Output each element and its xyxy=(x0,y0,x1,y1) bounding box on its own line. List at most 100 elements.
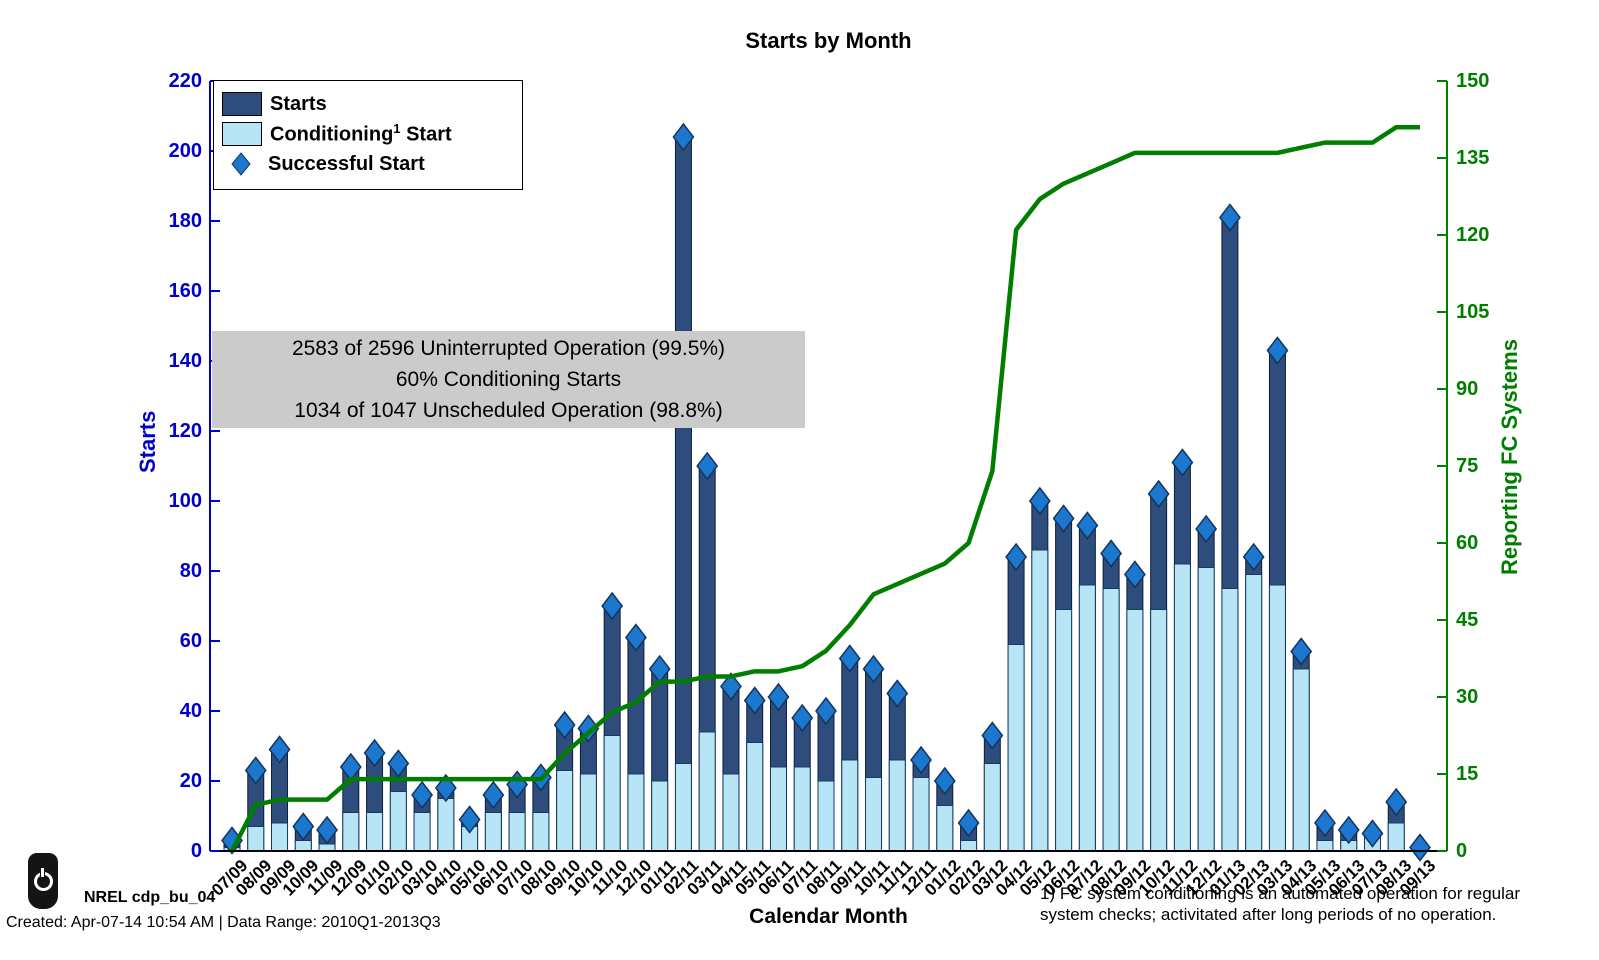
y-left-tick-label: 0 xyxy=(191,840,202,862)
successful-start-diamond xyxy=(1123,560,1146,589)
successful-start-diamond xyxy=(1147,479,1170,509)
successful-start-diamond xyxy=(1361,819,1384,848)
y-left-tick-label: 180 xyxy=(169,210,202,232)
y-right-tick-label: 90 xyxy=(1456,378,1478,400)
bar-conditioning xyxy=(769,766,787,852)
bar-conditioning xyxy=(1055,609,1073,852)
successful-start-diamond xyxy=(910,745,932,775)
bar-conditioning xyxy=(722,773,740,852)
y-left-tick-label: 60 xyxy=(180,630,202,652)
successful-start-diamond xyxy=(1005,542,1028,572)
bar-conditioning xyxy=(1316,840,1334,852)
successful-start-diamond xyxy=(957,808,980,838)
bar-conditioning xyxy=(1221,588,1239,852)
bar-conditioning xyxy=(1007,644,1025,852)
annotation-box: 2583 of 2596 Uninterrupted Operation (99… xyxy=(212,331,805,428)
bar-starts xyxy=(674,136,692,852)
y-left-tick-label: 80 xyxy=(180,560,202,582)
y-left-tick-label: 100 xyxy=(169,490,202,512)
annotation-line-1: 2583 of 2596 Uninterrupted Operation (99… xyxy=(291,337,726,360)
y-right-tick-label: 30 xyxy=(1456,686,1478,708)
bar-conditioning xyxy=(247,826,265,852)
legend-item-starts: Starts xyxy=(222,91,514,117)
successful-diamond-icon xyxy=(222,152,260,176)
legend: Starts Conditioning1 Start Successful St… xyxy=(213,80,523,190)
y-left-tick-label: 20 xyxy=(180,770,202,792)
successful-start-diamond xyxy=(316,815,338,845)
bar-conditioning xyxy=(960,840,978,852)
bar-conditioning xyxy=(865,777,883,852)
bar-conditioning xyxy=(366,812,384,852)
successful-start-diamond xyxy=(244,756,267,785)
y-right-tick-label: 45 xyxy=(1456,609,1478,631)
y-right-tick-label: 15 xyxy=(1456,763,1478,785)
y-left-tick-label: 120 xyxy=(169,420,202,442)
nrel-power-logo-icon xyxy=(28,853,58,909)
successful-start-diamond xyxy=(862,654,885,684)
bar-conditioning xyxy=(413,812,431,852)
successful-start-diamond xyxy=(1337,815,1360,845)
starts-swatch-icon xyxy=(222,92,262,116)
successful-start-diamond xyxy=(696,451,719,481)
y-right-tick-label: 105 xyxy=(1456,301,1489,323)
annotation-line-2: 60% Conditioning Starts xyxy=(395,368,622,391)
bar-conditioning xyxy=(1031,549,1049,852)
successful-start-diamond xyxy=(838,644,861,673)
bar-conditioning xyxy=(437,798,455,852)
successful-start-diamond xyxy=(791,703,814,733)
successful-start-diamond xyxy=(672,122,695,152)
y-left-tick-label: 220 xyxy=(169,70,202,92)
bar-conditioning xyxy=(556,770,574,852)
successful-start-diamond xyxy=(1100,539,1123,568)
successful-start-diamond xyxy=(1385,787,1408,817)
successful-start-diamond xyxy=(1290,637,1313,666)
footer-brand: NREL cdp_bu_04 xyxy=(84,889,216,906)
legend-label-conditioning: Conditioning1 Start xyxy=(270,121,452,146)
successful-start-diamond xyxy=(815,696,837,726)
bar-conditioning xyxy=(746,742,764,852)
successful-start-diamond xyxy=(1314,808,1336,838)
bar-conditioning xyxy=(888,759,906,852)
y-right-tick-label: 120 xyxy=(1456,224,1489,246)
successful-start-diamond xyxy=(553,710,576,740)
successful-start-diamond xyxy=(363,738,386,768)
y-axis-right-title: Reporting FC Systems xyxy=(1497,339,1522,575)
y-left-tick-label: 140 xyxy=(169,350,202,372)
y-right-tick-label: 0 xyxy=(1456,840,1467,862)
bar-conditioning xyxy=(627,773,645,852)
bar-conditioning xyxy=(1197,567,1215,852)
bar-conditioning xyxy=(1173,563,1191,852)
successful-start-diamond xyxy=(1171,448,1194,477)
legend-item-conditioning: Conditioning1 Start xyxy=(222,121,514,147)
successful-start-diamond xyxy=(411,780,434,810)
x-axis-title: Calendar Month xyxy=(749,905,908,928)
bar-conditioning xyxy=(318,843,336,852)
successful-start-diamond xyxy=(292,812,315,841)
successful-start-diamond xyxy=(720,672,742,701)
successful-start-diamond xyxy=(601,591,624,621)
bar-conditioning xyxy=(1268,584,1286,852)
footer-created-text: Created: Apr-07-14 10:54 AM | Data Range… xyxy=(6,914,441,931)
successful-start-diamond xyxy=(387,749,410,778)
successful-start-diamond xyxy=(1028,486,1051,516)
legend-item-successful: Successful Start xyxy=(222,151,514,177)
successful-start-diamond xyxy=(1195,514,1218,544)
y-right-tick-label: 150 xyxy=(1456,70,1489,92)
bar-conditioning xyxy=(342,812,360,852)
bar-conditioning xyxy=(579,773,597,852)
annotation-line-3: 1034 of 1047 Unscheduled Operation (98.8… xyxy=(294,399,723,422)
bar-conditioning xyxy=(1245,574,1263,852)
bar-conditioning xyxy=(1102,588,1120,852)
bar-conditioning xyxy=(484,812,502,852)
y-axis-left-title: Starts xyxy=(135,410,160,473)
bar-conditioning xyxy=(651,780,669,852)
successful-start-diamond xyxy=(482,780,505,810)
bar-conditioning xyxy=(698,731,716,852)
successful-start-diamond xyxy=(743,686,766,715)
bar-conditioning xyxy=(1150,609,1168,852)
bar-conditioning xyxy=(1078,584,1096,852)
bar-conditioning xyxy=(983,763,1001,852)
successful-start-diamond xyxy=(933,766,956,796)
